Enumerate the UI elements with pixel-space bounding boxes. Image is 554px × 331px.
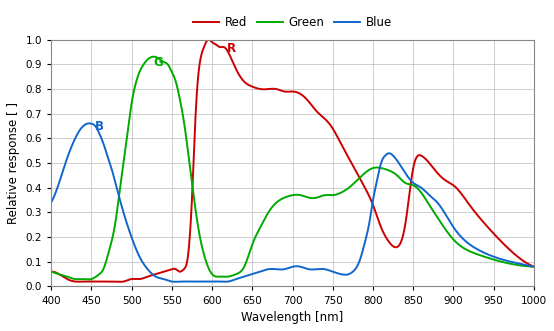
Green: [531, 265, 537, 269]
Red: [48, 270, 54, 274]
Text: B: B: [95, 120, 104, 133]
Green: [380, 166, 387, 170]
Red: [380, 231, 387, 235]
Blue: [172, 280, 178, 284]
Blue: [425, 193, 432, 197]
Green: [98, 271, 104, 275]
Red: [244, 82, 250, 86]
Blue: [434, 201, 440, 205]
Red: [261, 87, 268, 91]
Line: Blue: Blue: [51, 123, 534, 282]
Green: [48, 270, 54, 274]
Green: [425, 202, 432, 206]
Red: [434, 171, 440, 175]
Green: [261, 217, 268, 221]
Green: [244, 257, 250, 261]
Blue: [261, 268, 268, 272]
Blue: [531, 265, 537, 269]
Line: Green: Green: [51, 57, 534, 279]
Red: [117, 280, 124, 284]
Blue: [48, 201, 54, 205]
X-axis label: Wavelength [nm]: Wavelength [nm]: [242, 311, 343, 324]
Red: [206, 38, 212, 42]
Red: [425, 160, 432, 164]
Red: [97, 280, 104, 284]
Blue: [244, 274, 250, 278]
Green: [85, 277, 91, 281]
Green: [434, 215, 440, 219]
Text: R: R: [227, 41, 235, 55]
Line: Red: Red: [51, 40, 534, 282]
Blue: [98, 135, 104, 139]
Text: G: G: [153, 56, 163, 69]
Blue: [86, 121, 93, 125]
Legend: Red, Green, Blue: Red, Green, Blue: [188, 11, 397, 33]
Y-axis label: Relative response [ ]: Relative response [ ]: [7, 102, 20, 224]
Red: [531, 265, 537, 269]
Green: [150, 55, 157, 59]
Blue: [380, 156, 387, 160]
